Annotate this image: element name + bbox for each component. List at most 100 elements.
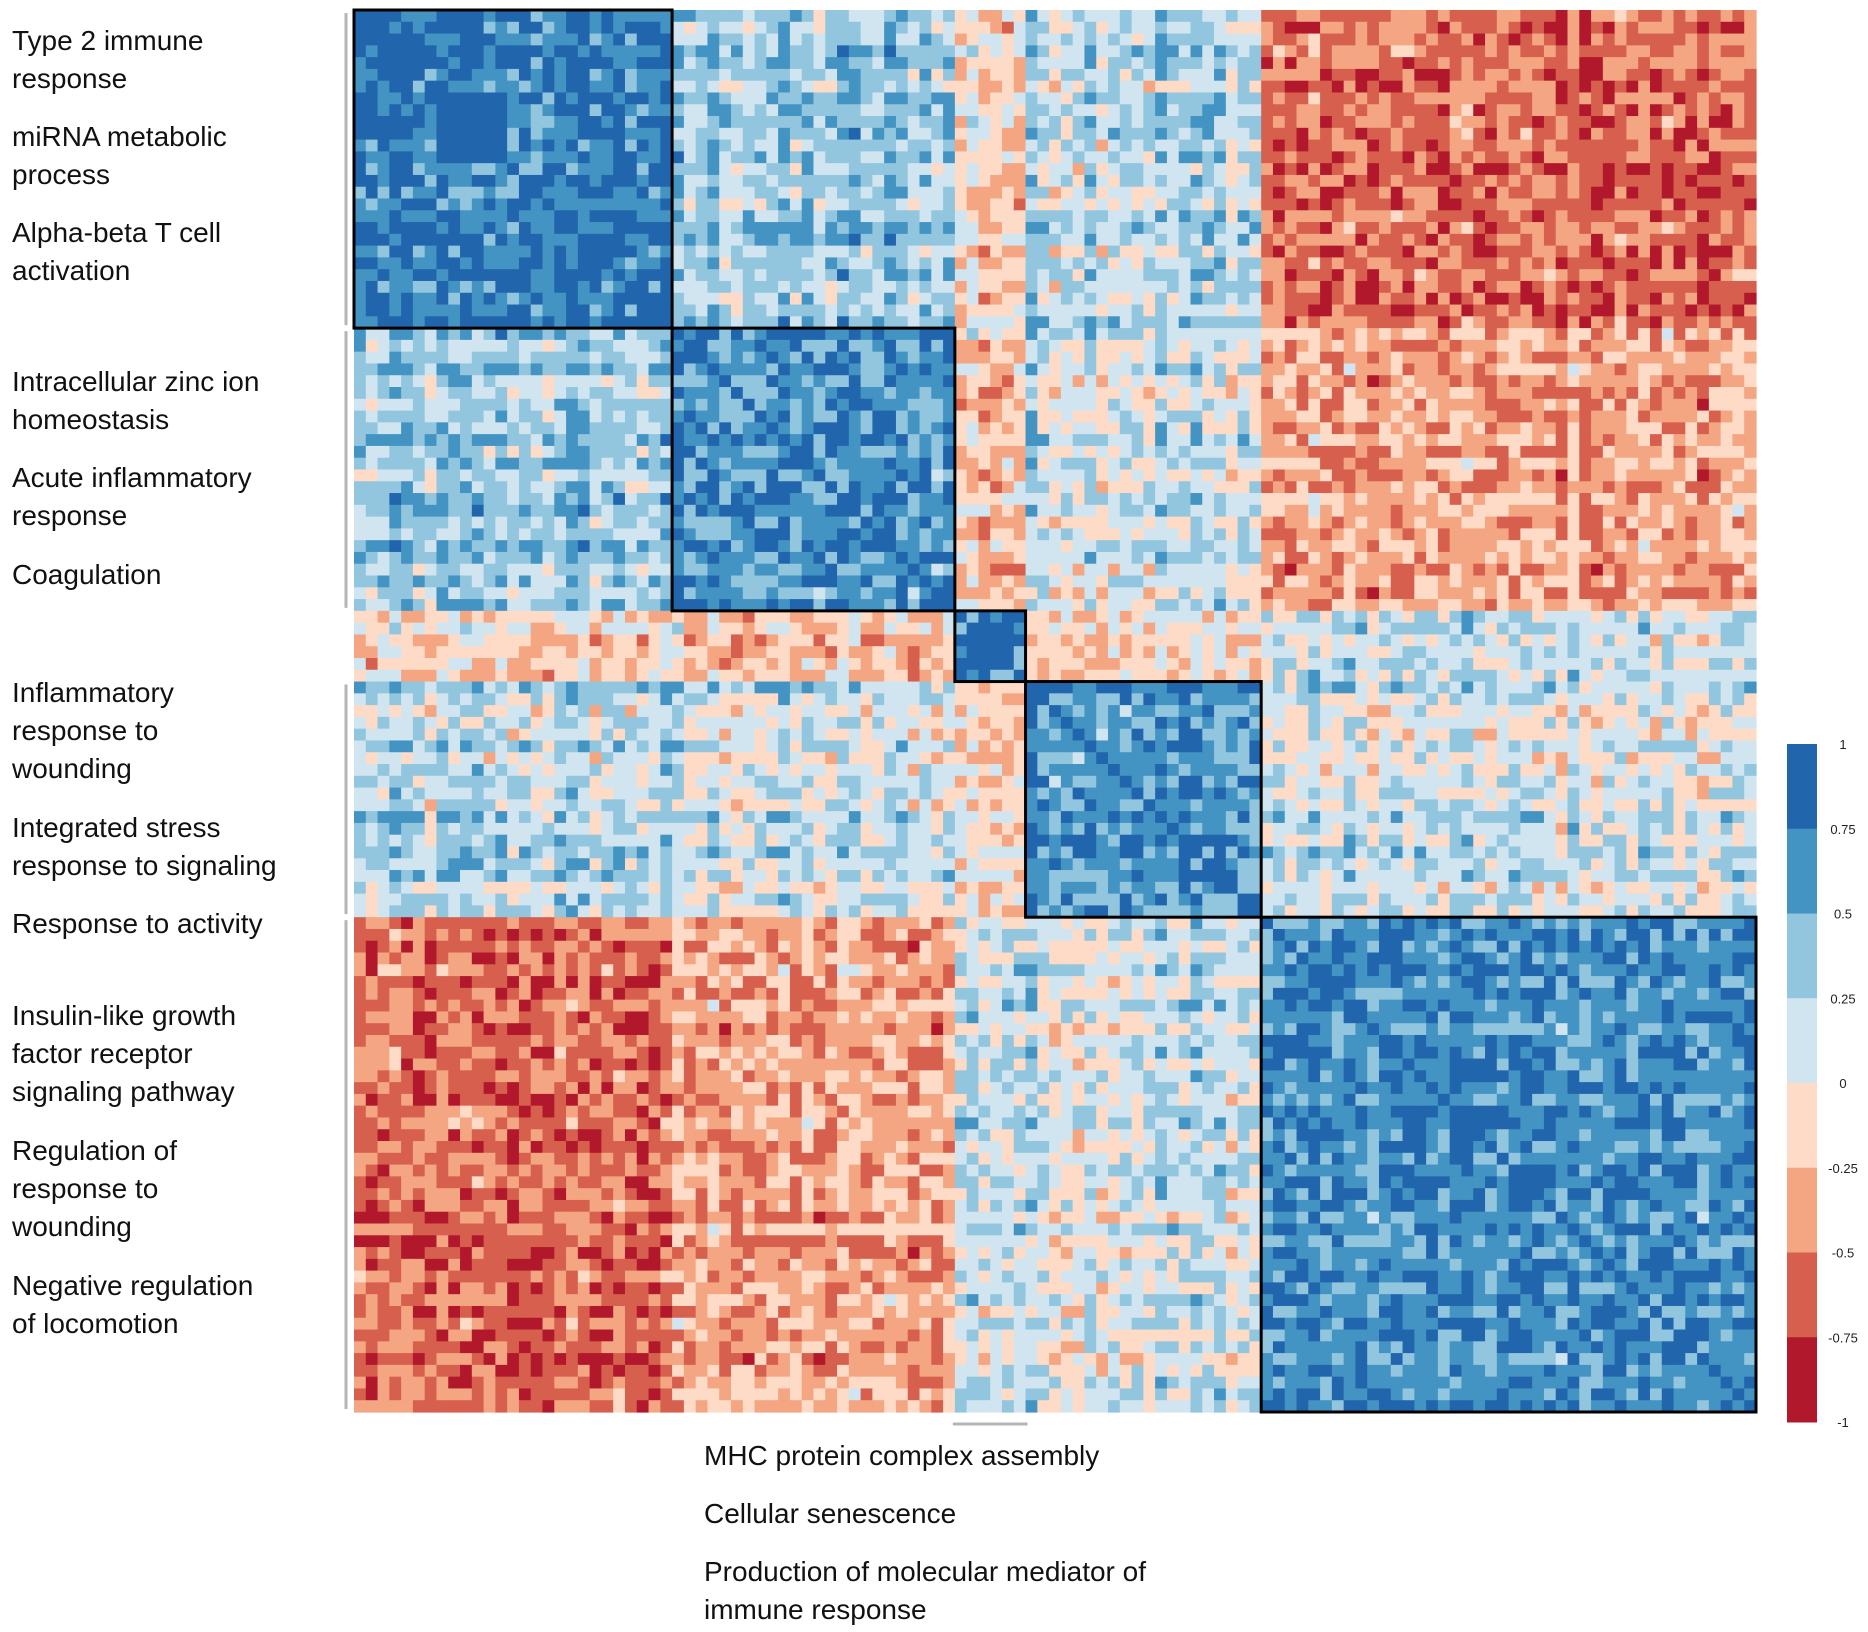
heatmap-cell	[1614, 80, 1627, 94]
heatmap-cell	[1037, 116, 1050, 129]
heatmap-cell	[683, 104, 697, 117]
heatmap-cell	[848, 351, 862, 365]
heatmap-cell	[1744, 45, 1757, 58]
heatmap-cell	[813, 422, 826, 435]
heatmap-cell	[837, 151, 850, 164]
heatmap-cell	[1390, 422, 1404, 435]
heatmap-cell	[507, 387, 520, 400]
heatmap-cell	[577, 21, 591, 35]
heatmap-cell	[1331, 351, 1345, 365]
heatmap-cell	[365, 339, 379, 353]
heatmap-cell	[577, 269, 591, 282]
heatmap-cell	[1096, 233, 1109, 247]
heatmap-cell	[837, 245, 850, 259]
heatmap-cell	[1461, 328, 1474, 341]
heatmap-cell	[884, 316, 897, 329]
heatmap-cell	[731, 445, 744, 459]
heatmap-cell	[1496, 10, 1510, 23]
heatmap-cell	[389, 493, 402, 506]
heatmap-cell	[966, 316, 980, 329]
heatmap-cell	[1661, 68, 1675, 82]
heatmap-cell	[365, 233, 379, 247]
heatmap-cell	[1591, 233, 1604, 247]
heatmap-cell	[1543, 45, 1557, 58]
heatmap-cell	[448, 68, 461, 82]
heatmap-cell	[837, 398, 850, 412]
heatmap-cell	[460, 316, 473, 329]
heatmap-cell	[1037, 351, 1050, 365]
heatmap-cell	[601, 33, 614, 46]
heatmap-cell	[1084, 257, 1097, 270]
heatmap-cell	[990, 469, 1003, 482]
heatmap-cell	[389, 80, 402, 94]
heatmap-cell	[907, 363, 921, 376]
heatmap-cell	[778, 445, 791, 459]
heatmap-cell	[825, 68, 838, 82]
heatmap-cell	[1049, 280, 1062, 294]
heatmap-cell	[1037, 45, 1050, 58]
heatmap-cell	[1343, 375, 1357, 388]
heatmap-cell	[483, 233, 496, 247]
heatmap-cell	[1485, 139, 1498, 152]
heatmap-cell	[1001, 292, 1015, 306]
heatmap-cell	[1414, 222, 1427, 235]
heatmap-cell	[1320, 481, 1333, 494]
heatmap-cell	[1190, 186, 1203, 200]
heatmap-cell	[1084, 33, 1097, 46]
heatmap-cell	[683, 139, 697, 152]
heatmap-cell	[542, 387, 555, 400]
heatmap-cell	[566, 269, 579, 282]
heatmap-cell	[742, 434, 756, 447]
heatmap-cell	[1555, 387, 1569, 400]
heatmap-cell	[1202, 257, 1215, 270]
heatmap-cell	[1520, 57, 1533, 70]
heatmap-cell	[1426, 10, 1439, 23]
heatmap-cell	[518, 163, 532, 176]
heatmap-cell	[1555, 68, 1569, 82]
heatmap-cell	[1567, 210, 1580, 223]
heatmap-cell	[1308, 68, 1321, 82]
heatmap-cell	[1119, 21, 1133, 35]
heatmap-cell	[1096, 445, 1109, 459]
heatmap-cell	[1591, 186, 1604, 200]
heatmap-cell	[766, 469, 779, 482]
heatmap-cell	[954, 257, 968, 270]
heatmap-cell	[872, 351, 885, 365]
heatmap-cell	[1037, 104, 1050, 117]
heatmap-cell	[448, 186, 461, 200]
heatmap-cell	[554, 481, 567, 494]
heatmap-cell	[648, 139, 661, 152]
heatmap-cell	[895, 68, 909, 82]
heatmap-cell	[1108, 280, 1121, 294]
heatmap-cell	[1567, 434, 1580, 447]
heatmap-cell	[1555, 21, 1569, 35]
heatmap-cell	[1084, 445, 1097, 459]
heatmap-cell	[1732, 57, 1745, 70]
heatmap-cell	[789, 186, 803, 200]
heatmap-cell	[1249, 116, 1262, 129]
heatmap-cell	[460, 434, 473, 447]
heatmap-cell	[1331, 410, 1345, 423]
heatmap-cell	[1614, 104, 1627, 117]
heatmap-cell	[990, 351, 1003, 365]
heatmap-cell	[1614, 127, 1627, 141]
heatmap-cell	[1225, 45, 1239, 58]
heatmap-cell	[1485, 80, 1498, 94]
heatmap-cell	[954, 363, 968, 376]
heatmap-cell	[483, 316, 496, 329]
heatmap-cell	[1579, 339, 1592, 353]
heatmap-cell	[731, 457, 744, 471]
heatmap-cell	[731, 45, 744, 58]
heatmap-cell	[1202, 280, 1215, 294]
heatmap-cell	[1473, 139, 1486, 152]
heatmap-cell	[1685, 269, 1698, 282]
heatmap-cell	[1673, 139, 1686, 152]
heatmap-cell	[1367, 457, 1380, 471]
heatmap-cell	[1331, 186, 1345, 200]
heatmap-cell	[424, 280, 438, 294]
heatmap-cell	[1437, 210, 1451, 223]
heatmap-cell	[1261, 139, 1274, 152]
heatmap-cell	[1414, 351, 1427, 365]
heatmap-cell	[1049, 92, 1062, 105]
heatmap-cell	[1626, 233, 1639, 247]
